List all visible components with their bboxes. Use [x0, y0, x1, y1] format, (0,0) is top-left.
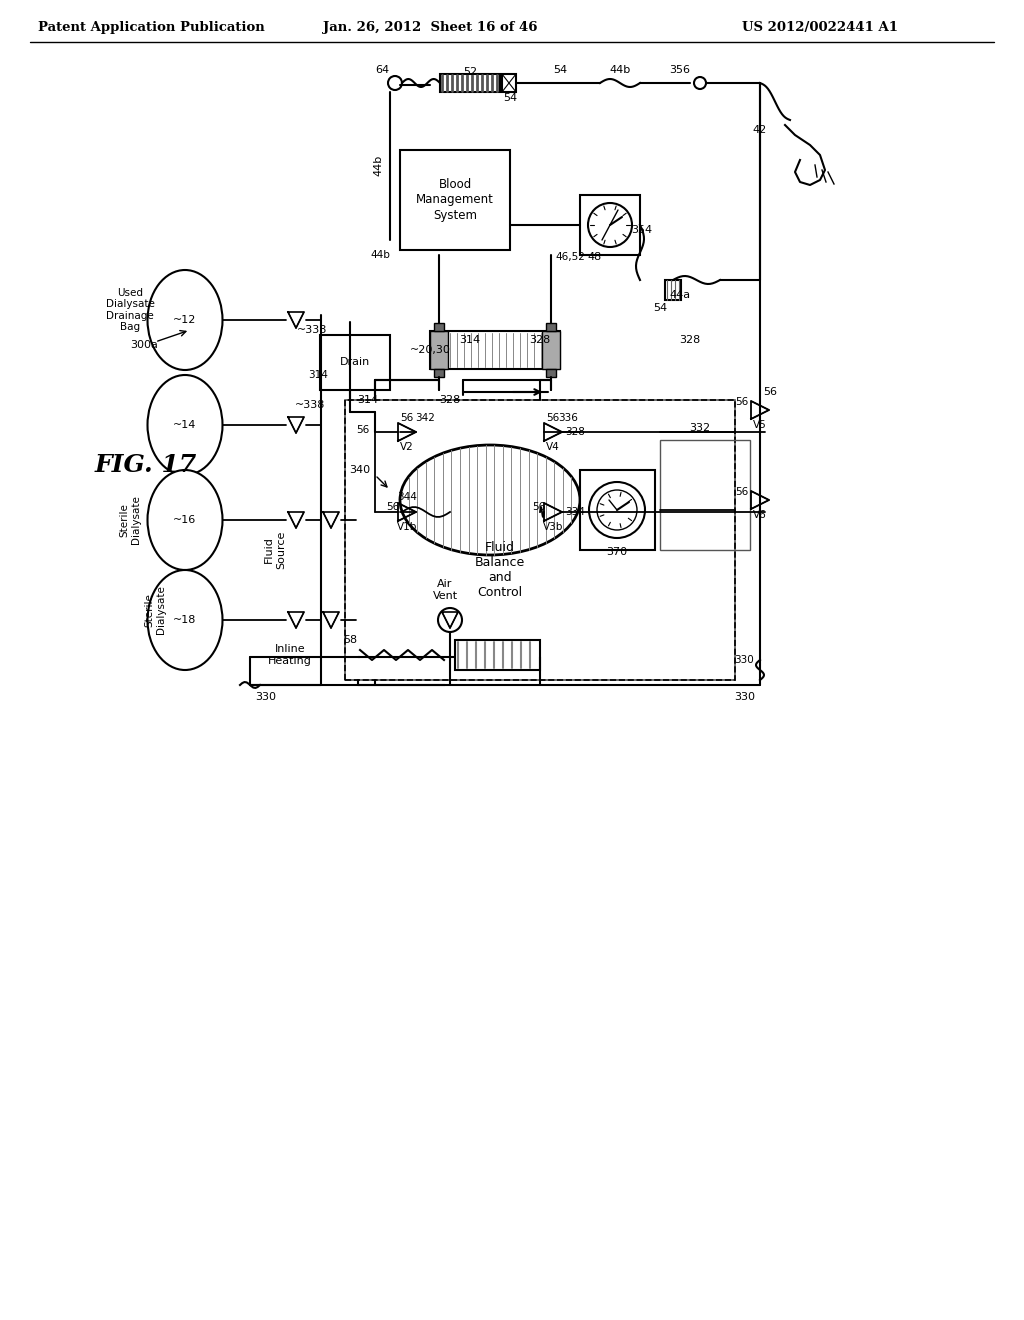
- Text: V6: V6: [753, 510, 767, 520]
- Text: 354: 354: [632, 224, 652, 235]
- Text: 334: 334: [565, 507, 585, 517]
- Text: 58: 58: [343, 635, 357, 645]
- Text: 330: 330: [734, 655, 754, 665]
- Text: ~16: ~16: [173, 515, 197, 525]
- Bar: [455, 640, 540, 671]
- Text: 356: 356: [670, 65, 690, 75]
- Ellipse shape: [147, 570, 222, 671]
- Text: FIG. 17: FIG. 17: [95, 453, 198, 477]
- Text: 44b: 44b: [373, 154, 383, 176]
- Bar: [434, 370, 444, 378]
- Ellipse shape: [147, 375, 222, 475]
- Text: ~12: ~12: [173, 315, 197, 325]
- Bar: [580, 195, 640, 255]
- Text: Air
Vent: Air Vent: [432, 579, 458, 601]
- Bar: [345, 400, 735, 680]
- Text: Patent Application Publication: Patent Application Publication: [38, 21, 265, 34]
- Bar: [430, 331, 449, 370]
- Text: 314: 314: [460, 335, 480, 345]
- Text: Blood
Management
System: Blood Management System: [416, 178, 494, 222]
- Ellipse shape: [147, 470, 222, 570]
- Text: 330: 330: [734, 692, 756, 702]
- Bar: [542, 331, 560, 370]
- Text: 370: 370: [606, 546, 628, 557]
- Text: 328: 328: [529, 335, 551, 345]
- Text: 52: 52: [463, 67, 477, 77]
- Text: 332: 332: [689, 422, 711, 433]
- Bar: [434, 323, 444, 331]
- Text: 56: 56: [400, 413, 414, 422]
- Text: 44b: 44b: [370, 249, 390, 260]
- Text: 340: 340: [349, 465, 371, 475]
- Text: 328: 328: [439, 395, 461, 405]
- Text: 328: 328: [565, 426, 585, 437]
- Bar: [665, 280, 681, 300]
- Bar: [440, 74, 500, 92]
- Text: Fluid
Balance
and
Control: Fluid Balance and Control: [475, 541, 525, 599]
- Bar: [400, 150, 510, 249]
- Text: 342: 342: [415, 413, 435, 422]
- Text: V2: V2: [400, 442, 414, 451]
- Text: V1b: V1b: [397, 521, 417, 532]
- Text: 54: 54: [503, 92, 517, 103]
- Bar: [580, 470, 655, 550]
- Text: 336: 336: [558, 413, 578, 422]
- Bar: [660, 440, 750, 550]
- Text: V3b: V3b: [543, 521, 563, 532]
- Text: 56: 56: [532, 502, 546, 512]
- Text: ~20,30: ~20,30: [410, 345, 451, 355]
- Text: 328: 328: [679, 335, 700, 345]
- Text: 56: 56: [735, 487, 749, 498]
- Text: 344: 344: [397, 492, 417, 502]
- Text: Inline
Heating: Inline Heating: [268, 644, 312, 665]
- Text: V4: V4: [546, 442, 560, 451]
- Ellipse shape: [147, 271, 222, 370]
- Text: 56: 56: [763, 387, 777, 397]
- Text: 54: 54: [653, 304, 667, 313]
- Text: 314: 314: [357, 395, 379, 405]
- Text: ~14: ~14: [173, 420, 197, 430]
- Text: 56: 56: [386, 502, 399, 512]
- Bar: [430, 331, 560, 370]
- Text: 56: 56: [735, 397, 749, 407]
- Text: ~18: ~18: [173, 615, 197, 624]
- Text: Sterile
Dialysate: Sterile Dialysate: [144, 586, 166, 635]
- Text: V5: V5: [753, 420, 767, 430]
- Text: Drain: Drain: [340, 356, 370, 367]
- Text: 46,52: 46,52: [555, 252, 585, 261]
- Text: ~338: ~338: [297, 325, 328, 335]
- Text: Used
Dialysate
Drainage
Bag: Used Dialysate Drainage Bag: [105, 288, 155, 333]
- Text: ~338: ~338: [295, 400, 326, 411]
- Bar: [546, 370, 556, 378]
- Text: US 2012/0022441 A1: US 2012/0022441 A1: [742, 21, 898, 34]
- Text: Jan. 26, 2012  Sheet 16 of 46: Jan. 26, 2012 Sheet 16 of 46: [323, 21, 538, 34]
- Text: Sterile
Dialysate: Sterile Dialysate: [119, 495, 141, 544]
- Text: 42: 42: [753, 125, 767, 135]
- Text: 56: 56: [547, 413, 560, 422]
- Text: 64: 64: [375, 65, 389, 75]
- Text: 54: 54: [553, 65, 567, 75]
- Bar: [319, 335, 390, 389]
- Text: 44b: 44b: [609, 65, 631, 75]
- Bar: [546, 323, 556, 331]
- Ellipse shape: [400, 445, 580, 554]
- Text: 300a: 300a: [130, 341, 158, 350]
- Text: 48: 48: [588, 252, 602, 261]
- Bar: [345, 400, 735, 680]
- Text: 44a: 44a: [670, 290, 690, 300]
- Text: Fluid
Source: Fluid Source: [264, 531, 286, 569]
- Bar: [502, 74, 516, 92]
- Text: 56: 56: [356, 425, 370, 436]
- Text: 330: 330: [255, 692, 276, 702]
- Text: 314: 314: [308, 370, 328, 380]
